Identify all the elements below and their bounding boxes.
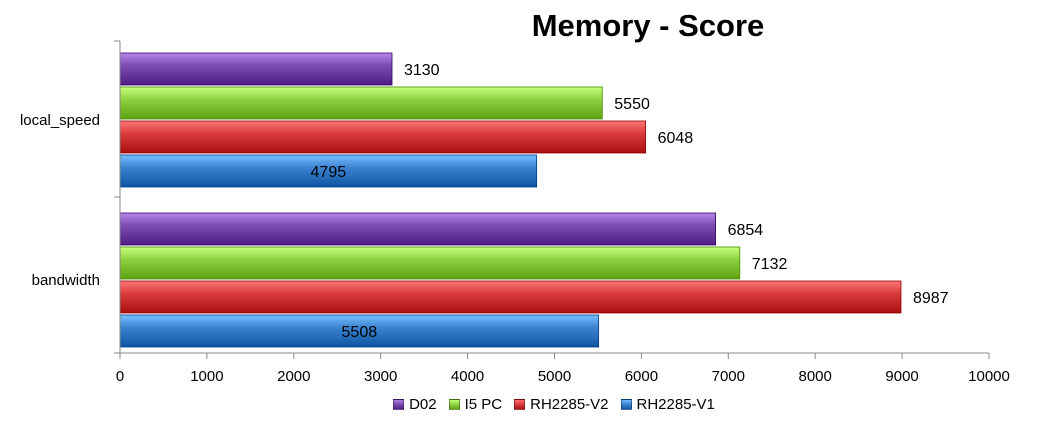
x-tick-label: 9000 xyxy=(885,368,918,385)
bar-i5-pc-local-speed xyxy=(119,86,603,120)
legend-item: RH2285-V1 xyxy=(620,396,715,413)
legend-swatch xyxy=(393,399,405,410)
bar-d02-bandwidth xyxy=(119,212,717,246)
legend-label: D02 xyxy=(409,396,437,413)
x-tick-label: 5000 xyxy=(538,368,571,385)
chart-title: Memory - Score xyxy=(531,8,765,43)
legend-item: D02 xyxy=(393,396,437,413)
bar-rh2285-v2-bandwidth xyxy=(119,280,902,314)
bar-rh2285-v1-local-speed xyxy=(119,154,538,188)
bar-d02-local-speed xyxy=(119,52,393,86)
data-label: 6854 xyxy=(728,222,764,239)
data-label: 7132 xyxy=(752,256,788,273)
legend-label: RH2285-V1 xyxy=(636,396,715,413)
legend: D02 I5 PC RH2285-V2 RH2285-V1 xyxy=(0,396,1045,413)
data-label: 8987 xyxy=(913,290,949,307)
x-tick-label: 3000 xyxy=(364,368,397,385)
category-label: local_speed xyxy=(20,112,100,129)
data-label: 3130 xyxy=(404,62,440,79)
legend-swatch xyxy=(620,399,632,410)
x-tick-label: 0 xyxy=(116,368,124,385)
x-tick-label: 6000 xyxy=(625,368,658,385)
x-tick-label: 2000 xyxy=(277,368,310,385)
x-tick-label: 8000 xyxy=(799,368,832,385)
data-label: 5508 xyxy=(342,324,378,341)
legend-label: RH2285-V2 xyxy=(530,396,609,413)
bar-rh2285-v2-local-speed xyxy=(119,120,646,154)
x-tick-label: 4000 xyxy=(451,368,484,385)
category-label: bandwidth xyxy=(32,272,100,289)
legend-item: RH2285-V2 xyxy=(514,396,609,413)
data-label: 6048 xyxy=(658,130,694,147)
x-tick-label: 1000 xyxy=(190,368,223,385)
legend-swatch xyxy=(448,399,460,410)
data-label: 4795 xyxy=(311,164,347,181)
legend-label: I5 PC xyxy=(464,396,503,413)
bar-rh2285-v1-bandwidth xyxy=(119,314,600,348)
legend-swatch xyxy=(514,399,526,410)
legend-item: I5 PC xyxy=(448,396,503,413)
x-tick-label: 10000 xyxy=(968,368,1010,385)
data-label: 5550 xyxy=(614,96,650,113)
bar-i5-pc-bandwidth xyxy=(119,246,741,280)
x-tick-label: 7000 xyxy=(712,368,745,385)
